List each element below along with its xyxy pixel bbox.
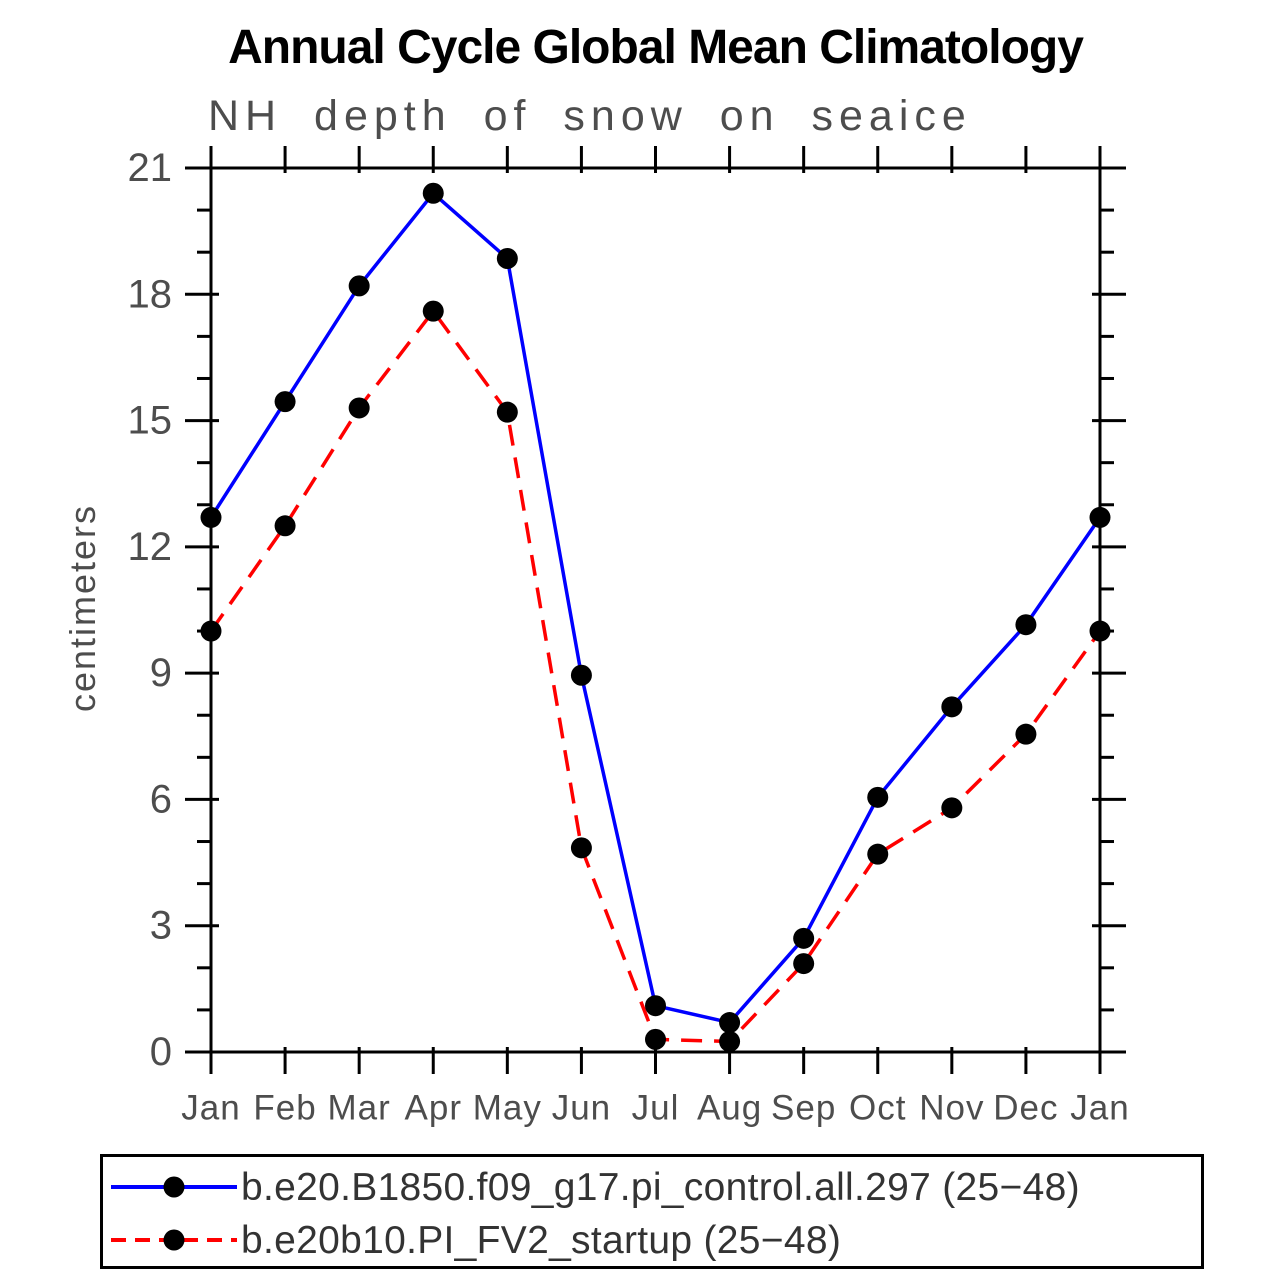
y-tick-label: 9	[150, 651, 172, 695]
chart-title: Annual Cycle Global Mean Climatology	[228, 21, 1084, 74]
data-point-marker-s0	[645, 995, 666, 1017]
data-point-marker-s0	[348, 275, 370, 297]
data-point-marker-s1	[645, 1028, 666, 1050]
legend-entry-startup: b.e20b10.PI_FV2_startup (25−48)	[109, 1215, 841, 1265]
data-point-marker-s0	[570, 664, 592, 686]
x-tick-label: Aug	[697, 1089, 762, 1128]
y-tick-label: 6	[150, 777, 172, 821]
y-tick-label: 18	[128, 272, 173, 316]
legend-label-startup: b.e20b10.PI_FV2_startup (25−48)	[241, 1218, 842, 1262]
y-axis-title: centimeters	[62, 504, 103, 712]
data-point-marker-s1	[496, 401, 518, 423]
y-tick-label: 15	[128, 399, 173, 443]
legend: b.e20.B1850.f09_g17.pi_control.all.297 (…	[100, 1154, 1204, 1269]
x-tick-label: Dec	[993, 1089, 1058, 1128]
data-point-marker-s0	[1089, 506, 1111, 528]
chart-subtitle: NH depth of snow on seaice	[208, 92, 972, 140]
x-tick-label: Mar	[328, 1089, 391, 1128]
data-point-marker-s0	[867, 786, 889, 808]
data-point-marker-s1	[274, 515, 296, 537]
plot-frame	[209, 166, 1102, 1054]
data-point-marker-s1	[200, 620, 222, 642]
x-tick-label: Sep	[771, 1089, 836, 1128]
data-point-marker-s1	[1089, 620, 1111, 642]
data-point-marker-s0	[496, 248, 518, 270]
data-point-marker-s0	[200, 506, 222, 528]
y-tick-label: 3	[150, 904, 172, 948]
y-tick-label: 21	[128, 146, 173, 190]
data-point-marker-s0	[274, 391, 296, 413]
data-point-marker-s0	[941, 696, 963, 718]
legend-line-sample-dashed	[111, 1229, 237, 1251]
legend-entry-control: b.e20.B1850.f09_g17.pi_control.all.297 (…	[109, 1162, 1080, 1212]
x-tick-label: Jan	[1070, 1089, 1129, 1128]
data-point-marker-s0	[793, 927, 815, 949]
x-tick-label: Apr	[405, 1089, 462, 1128]
x-tick-label: Jun	[552, 1089, 611, 1128]
series-line-0	[209, 190, 1102, 1025]
x-tick-label: Feb	[253, 1089, 316, 1128]
x-tick-label: Jul	[632, 1089, 680, 1128]
data-point-marker-s1	[1015, 723, 1037, 745]
data-point-marker-s1	[422, 300, 444, 322]
data-point-marker-s0	[1015, 614, 1037, 636]
data-point-marker-s1	[570, 837, 592, 859]
legend-marker-dot	[163, 1229, 185, 1251]
data-point-marker-s1	[719, 1030, 741, 1052]
data-point-marker-s1	[348, 397, 370, 419]
data-point-marker-s0	[422, 182, 444, 204]
series-line-1	[209, 308, 1102, 1044]
data-point-marker-s1	[793, 953, 815, 975]
x-tick-label: Jan	[181, 1089, 240, 1128]
data-point-marker-s1	[941, 797, 963, 819]
y-tick-label: 12	[128, 525, 173, 569]
x-tick-label: May	[473, 1089, 542, 1128]
data-point-marker-s1	[867, 843, 889, 865]
legend-label-control: b.e20.B1850.f09_g17.pi_control.all.297 (…	[241, 1165, 1080, 1209]
data-point-marker-s0	[719, 1012, 741, 1034]
legend-marker-dot	[163, 1176, 185, 1198]
x-tick-label: Oct	[849, 1089, 906, 1128]
y-tick-label: 0	[150, 1030, 172, 1074]
x-tick-label: Nov	[919, 1089, 984, 1128]
legend-line-sample-solid	[111, 1176, 237, 1198]
